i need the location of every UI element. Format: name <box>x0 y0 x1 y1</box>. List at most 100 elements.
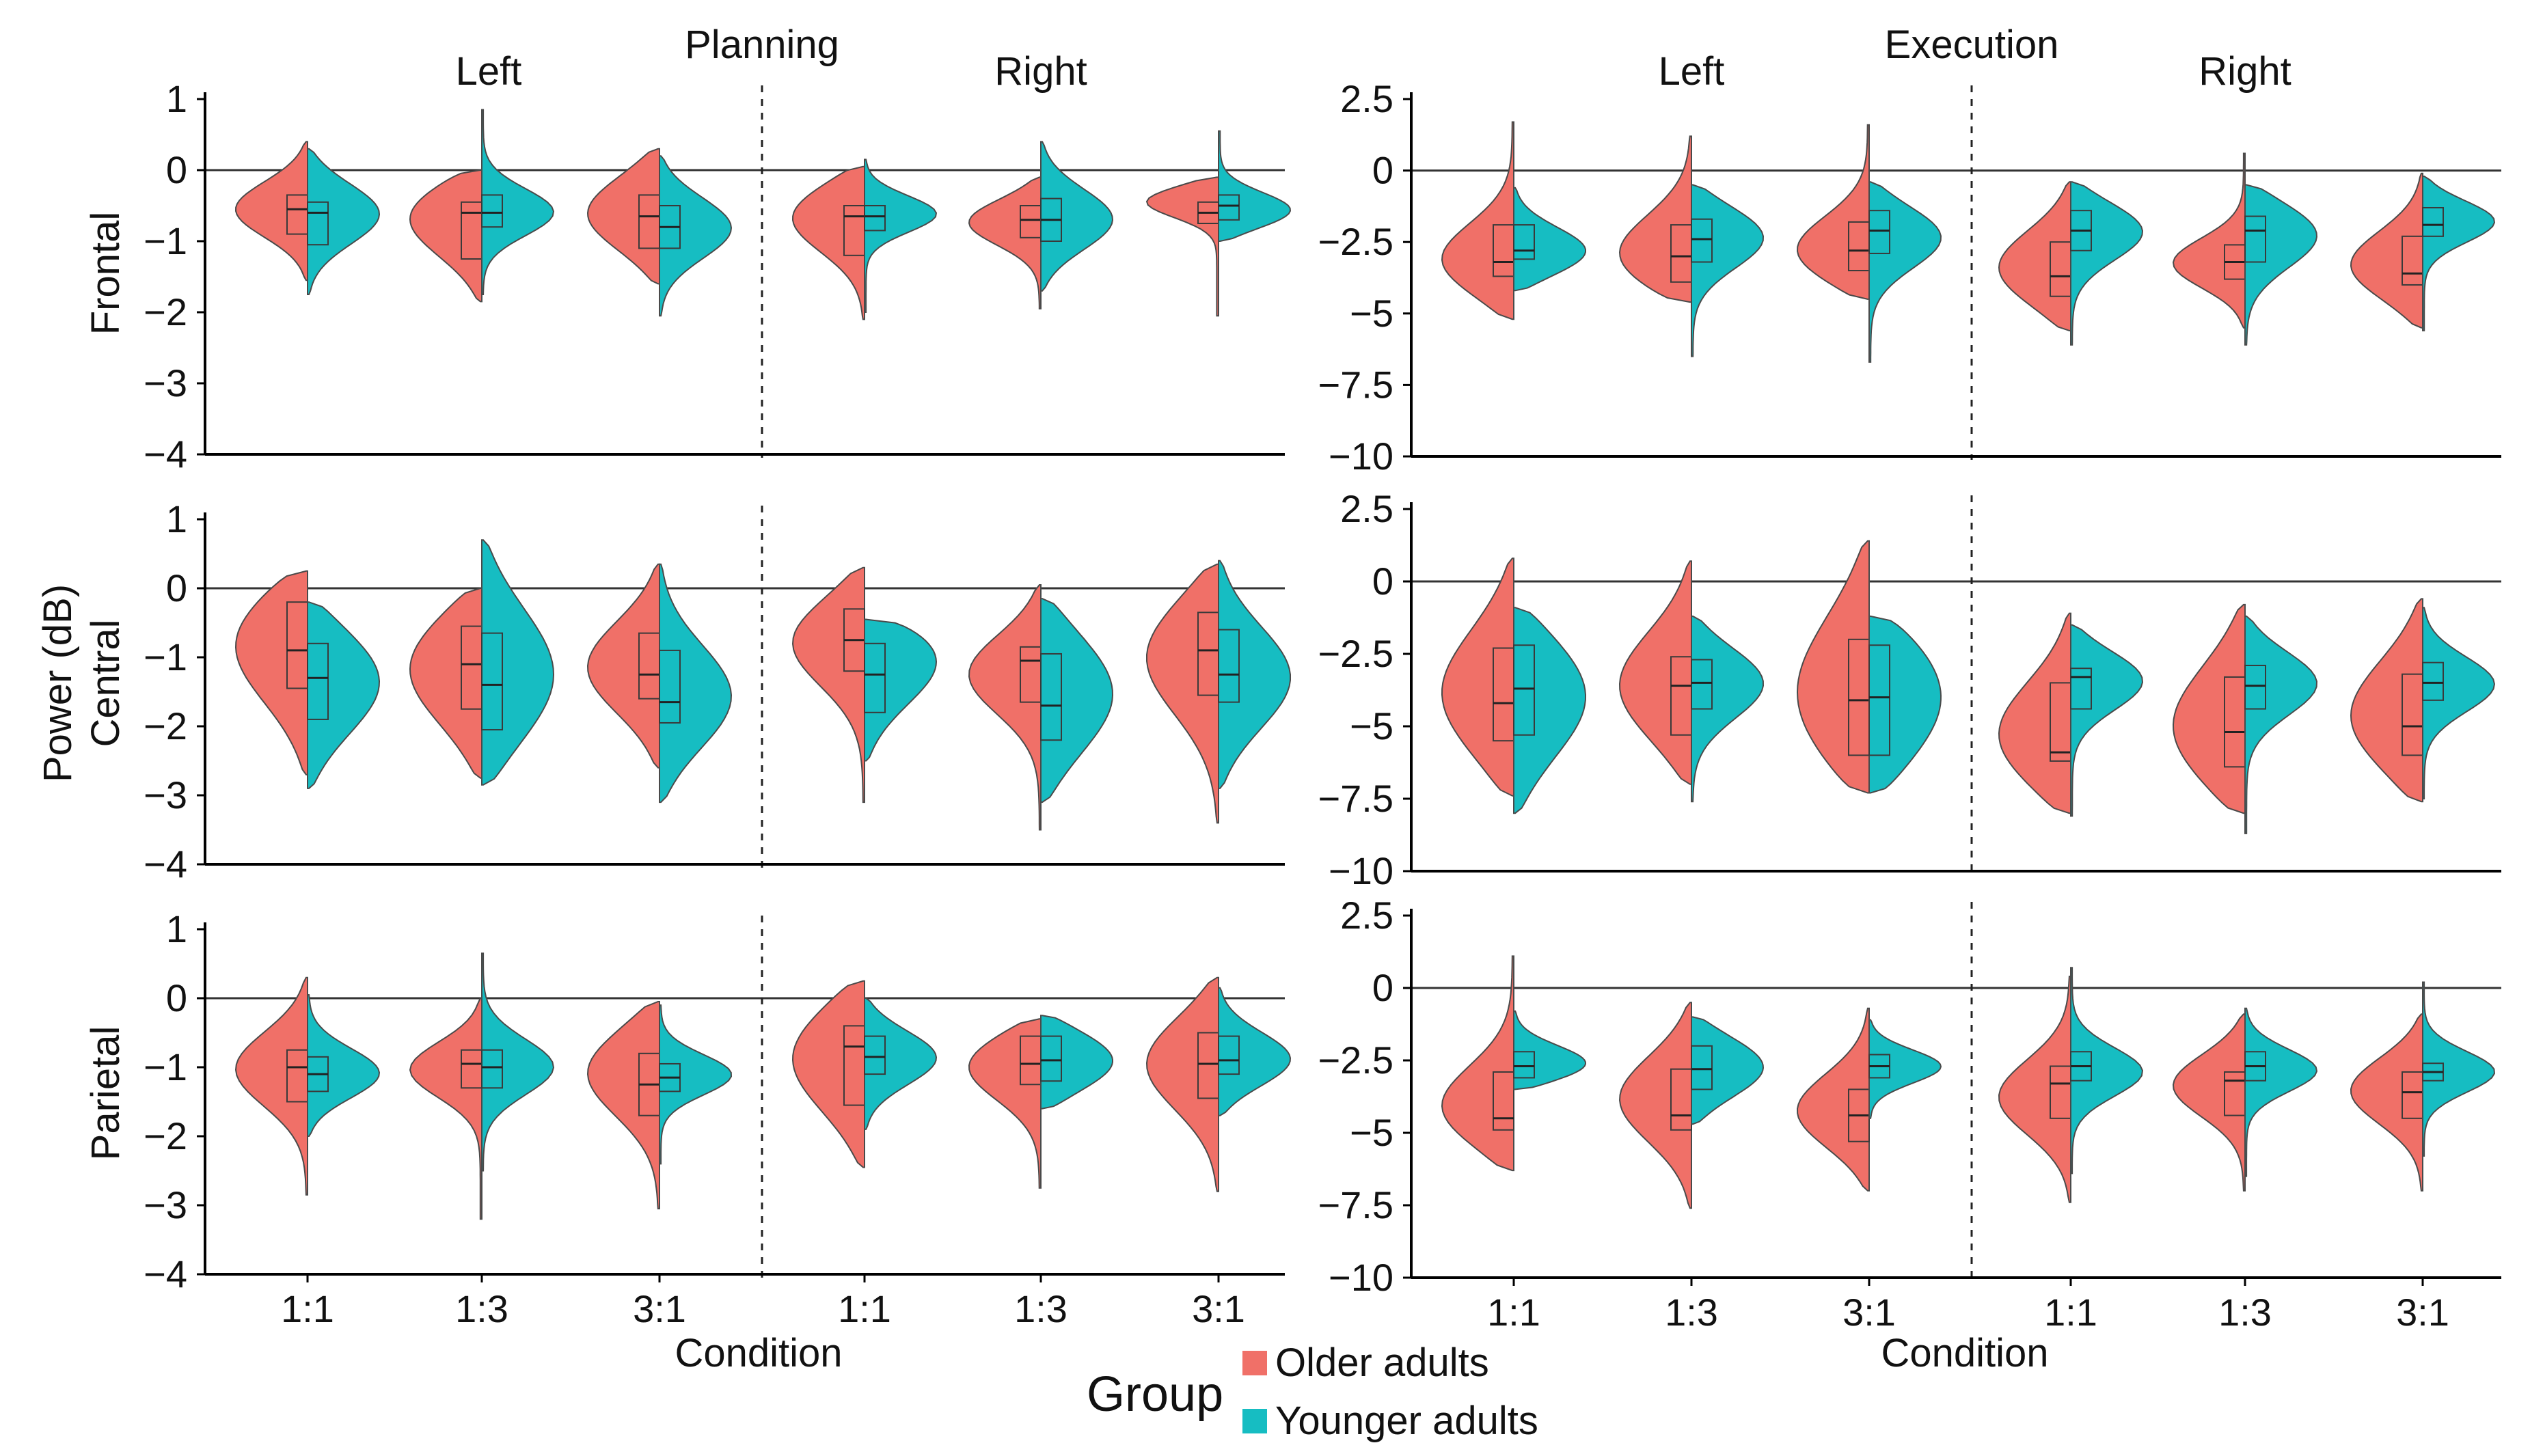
execution-parietal-y-tick-label-0: 2.5 <box>1340 894 1393 937</box>
planning-frontal-violin-older-0 <box>234 141 308 281</box>
execution-frontal-box-younger-4 <box>2244 215 2266 263</box>
execution-central-box-younger-1 <box>1691 659 1713 710</box>
planning-parietal-violin-older-3 <box>791 980 865 1168</box>
execution-central-y-tick-label-0: 2.5 <box>1340 487 1393 530</box>
legend-swatch-older <box>1242 1351 1267 1375</box>
planning-frontal-violin-older-5 <box>1145 176 1219 317</box>
y-axis-title: Power (dB) <box>36 584 80 782</box>
planning-frontal-violin-younger-4 <box>1040 141 1114 292</box>
planning-central-violin-younger-0 <box>307 601 381 789</box>
legend-swatch-younger <box>1242 1409 1267 1433</box>
execution-frontal-violin-older-5 <box>2350 172 2423 329</box>
planning-parietal-violin-younger-3 <box>864 998 938 1130</box>
planning-parietal-box-younger-1 <box>481 1049 503 1089</box>
planning-central-y-tick-label-3: −2 <box>144 704 187 747</box>
execution-parietal-violin-older-3 <box>1998 976 2071 1203</box>
execution-parietal-y-tick-label-1: 0 <box>1372 966 1393 1009</box>
planning-parietal-box-younger-4 <box>1040 1035 1062 1082</box>
execution-facet-right: Right <box>2199 49 2291 94</box>
execution-central-box-younger-0 <box>1513 644 1535 736</box>
planning-frontal-box-younger-0 <box>307 201 329 246</box>
execution-frontal-y-tick-label-4: −7.5 <box>1318 363 1393 406</box>
planning-parietal-y-tick-label-1: 0 <box>166 976 187 1019</box>
execution-parietal-violin-older-2 <box>1796 1007 1870 1192</box>
region-label-central: Central <box>83 620 128 747</box>
execution-facet-left: Left <box>1659 49 1725 94</box>
execution-parietal-y-tick-label-5: −10 <box>1329 1256 1393 1299</box>
planning-parietal-x-tick-label-0: 1:1 <box>281 1287 334 1330</box>
execution-parietal-x-tick-label-0: 1:1 <box>1487 1291 1540 1334</box>
planning-parietal-violin-younger-5 <box>1218 987 1292 1116</box>
planning-central-box-younger-3 <box>864 642 886 713</box>
execution-x-axis-title: Condition <box>1881 1331 2048 1375</box>
planning-parietal-violin-older-4 <box>968 1018 1042 1189</box>
planning-frontal-violin-older-1 <box>409 169 482 303</box>
execution-central-y-tick-label-1: 0 <box>1372 560 1393 603</box>
execution-frontal-violin-younger-1 <box>1691 184 1765 357</box>
planning-parietal-x-tick-label-5: 3:1 <box>1192 1287 1245 1330</box>
execution-parietal-x-tick-label-5: 3:1 <box>2396 1291 2449 1334</box>
planning-facet-left: Left <box>456 49 522 94</box>
execution-central-violin-younger-3 <box>2070 624 2144 817</box>
execution-parietal-violin-younger-4 <box>2244 1007 2318 1177</box>
execution-central-violin-older-5 <box>2350 598 2423 803</box>
execution-central-y-tick-label-4: −7.5 <box>1318 777 1393 820</box>
planning-central-violin-younger-5 <box>1218 560 1291 789</box>
planning-parietal-violin-older-5 <box>1145 976 1219 1192</box>
execution-frontal-violin-older-2 <box>1796 124 1870 300</box>
violin-marks-layer <box>234 109 2496 1220</box>
planning-frontal-y-tick-label-5: −4 <box>144 432 187 476</box>
execution-central-box-younger-4 <box>2244 664 2266 710</box>
execution-parietal-x-tick-label-3: 1:1 <box>2044 1291 2097 1334</box>
execution-frontal-box-younger-5 <box>2422 206 2444 237</box>
planning-parietal-violin-younger-2 <box>659 1004 733 1165</box>
execution-parietal-violin-older-5 <box>2350 1013 2423 1192</box>
planning-parietal-violin-older-2 <box>586 1001 660 1209</box>
planning-frontal-box-younger-3 <box>864 205 886 232</box>
planning-frontal-violin-younger-3 <box>864 159 938 313</box>
planning-frontal-violin-younger-2 <box>659 155 733 317</box>
execution-parietal-violin-younger-0 <box>1513 1010 1587 1090</box>
planning-frontal-y-tick-label-2: −1 <box>144 219 187 262</box>
execution-frontal-violin-older-1 <box>1618 135 1692 303</box>
execution-central-violin-younger-4 <box>2244 615 2318 834</box>
planning-frontal-box-younger-1 <box>481 194 503 228</box>
execution-central-violin-younger-5 <box>2422 607 2496 799</box>
execution-frontal-violin-younger-0 <box>1513 187 1586 292</box>
planning-parietal-y-tick-label-2: −1 <box>144 1045 187 1088</box>
planning-section-title: Planning <box>685 23 839 67</box>
planning-central-box-younger-0 <box>307 642 329 720</box>
execution-central-y-tick-label-5: −10 <box>1329 849 1393 892</box>
planning-central-box-younger-1 <box>481 632 503 731</box>
planning-parietal-y-tick-label-4: −3 <box>144 1183 187 1226</box>
execution-frontal-violin-older-3 <box>1998 181 2071 331</box>
planning-frontal-violin-older-2 <box>586 148 660 285</box>
planning-central-violin-younger-4 <box>1040 598 1114 803</box>
execution-frontal-violin-younger-4 <box>2244 184 2318 346</box>
planning-frontal-y-tick-label-0: 1 <box>166 77 187 120</box>
execution-frontal-violin-younger-5 <box>2422 176 2496 331</box>
execution-frontal-box-younger-2 <box>1868 210 1890 254</box>
execution-parietal-x-tick-label-2: 3:1 <box>1842 1291 1896 1334</box>
execution-central-violin-older-0 <box>1441 558 1514 797</box>
planning-central-violin-older-5 <box>1146 563 1219 824</box>
planning-central-violin-older-3 <box>791 566 865 803</box>
planning-frontal-y-tick-label-3: −2 <box>144 290 187 333</box>
execution-central-box-younger-5 <box>2422 661 2444 701</box>
planning-central-y-tick-label-5: −4 <box>144 842 187 885</box>
planning-central-violin-older-2 <box>586 563 660 769</box>
planning-central-y-tick-label-2: −1 <box>144 635 187 678</box>
planning-frontal-violin-younger-5 <box>1218 130 1292 242</box>
planning-central-box-younger-5 <box>1218 629 1240 703</box>
execution-parietal-violin-younger-3 <box>2070 967 2144 1175</box>
execution-central-box-younger-3 <box>2070 668 2092 710</box>
planning-parietal-violin-older-0 <box>234 976 308 1196</box>
planning-parietal-box-younger-5 <box>1218 1035 1240 1075</box>
execution-parietal-y-tick-label-3: −5 <box>1350 1111 1393 1154</box>
execution-parietal-box-younger-0 <box>1513 1051 1535 1079</box>
execution-frontal-violin-older-0 <box>1441 121 1514 320</box>
execution-frontal-violin-younger-2 <box>1868 181 1942 363</box>
planning-central-y-tick-label-4: −3 <box>144 773 187 816</box>
planning-frontal-y-tick-label-4: −3 <box>144 361 187 404</box>
